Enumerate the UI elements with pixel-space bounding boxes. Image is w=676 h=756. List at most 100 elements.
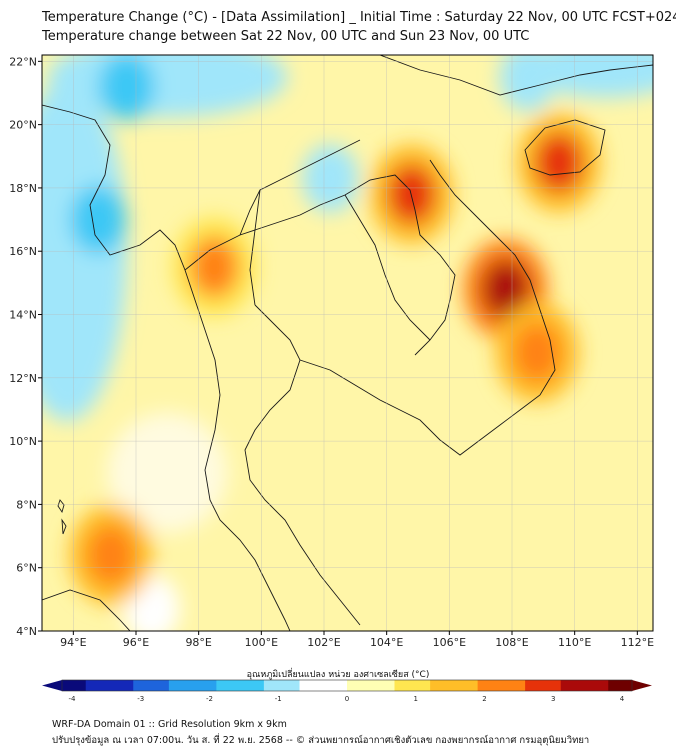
colorbar-segment	[513, 680, 526, 691]
colorbar-segment	[430, 680, 443, 691]
lat-tick-label: 20°N	[9, 119, 37, 132]
colorbar-segment	[299, 680, 312, 691]
lat-tick-label: 6°N	[16, 562, 37, 575]
colorbar-segment	[394, 680, 407, 691]
lat-tick-label: 12°N	[9, 372, 37, 385]
hotspot-southern-vietnam	[513, 322, 562, 383]
colorbar-segment	[204, 680, 217, 691]
colorbar-segment	[145, 680, 158, 691]
lon-tick-label: 112°E	[621, 636, 654, 649]
lat-tick-label: 16°N	[9, 245, 37, 258]
colorbar-segment	[584, 680, 597, 691]
colorbar-segment	[252, 680, 265, 691]
colorbar-label: อุณหภูมิเปลี่ยนแปลง หน่วย องศาเซลเซียส (…	[246, 670, 430, 680]
colorbar-segment	[537, 680, 550, 691]
colorbar-segment	[525, 680, 538, 691]
colorbar-tick-label: -3	[137, 695, 144, 703]
temperature-field	[42, 55, 653, 631]
hotspot-andaman-sea-west	[86, 525, 135, 586]
colorbar-segment	[275, 680, 289, 691]
map-title: Temperature Change (°C) - [Data Assimila…	[42, 10, 676, 25]
colorbar-segment	[620, 680, 633, 691]
hotspot-myanmar-east	[190, 237, 239, 298]
lat-tick-label: 22°N	[9, 55, 37, 68]
colorbar-segment	[263, 680, 277, 691]
colorbar-tick-label: 1	[414, 695, 418, 703]
colorbar-max-arrow	[632, 680, 652, 691]
colorbar-tick-label: 3	[551, 695, 555, 703]
colorbar-segment	[180, 680, 194, 691]
colorbar-segment	[608, 680, 621, 691]
colorbar-segment	[73, 680, 87, 691]
colorbar-segment	[442, 680, 455, 691]
latitude-axis: 4°N 6°N 8°N 10°N 12°N 14°N 16°N 18°N 20°N 22°N	[9, 55, 42, 638]
lon-tick-label: 98°E	[185, 636, 211, 649]
colorbar-segment	[382, 680, 395, 691]
lon-tick-label: 108°E	[495, 636, 528, 649]
colorbar-segment	[133, 680, 146, 691]
colorbar-segment	[572, 680, 585, 691]
coldspot-bay-of-bengal-north	[70, 185, 127, 254]
colorbar-segment	[311, 680, 324, 691]
lat-tick-label: 10°N	[9, 435, 37, 448]
cool-band-north	[47, 55, 288, 118]
colorbar-segment	[406, 680, 419, 691]
coldspot-myanmar-north	[98, 55, 155, 121]
lon-tick-label: 110°E	[558, 636, 591, 649]
cool-band-northeast	[526, 55, 653, 98]
hotspot-central-vietnam-highlands	[481, 259, 530, 320]
colorbar-tick-label: 4	[620, 695, 625, 703]
lat-tick-label: 4°N	[16, 625, 37, 638]
colorbar-segment	[228, 680, 241, 691]
colorbar-segment	[596, 680, 609, 691]
footer-credit: ปรับปรุงข้อมูล ณ เวลา 07:00น. วัน ส. ที่…	[52, 735, 590, 746]
colorbar-segment	[157, 680, 170, 691]
colorbar-segment	[358, 680, 372, 691]
colorbar-segment	[335, 680, 348, 691]
lon-tick-label: 104°E	[370, 636, 403, 649]
colorbar-segment	[453, 680, 467, 691]
pale-band-sea	[107, 412, 228, 533]
colorbar-tick-label: 0	[345, 695, 349, 703]
colorbar-segment	[347, 680, 360, 691]
lat-tick-label: 8°N	[16, 498, 37, 511]
hotspot-northeast-thailand-laos	[387, 164, 436, 225]
colorbar-segment	[97, 680, 110, 691]
lon-tick-label: 96°E	[123, 636, 149, 649]
map-subtitle: Temperature change between Sat 22 Nov, 0…	[42, 29, 530, 44]
colorbar-segment	[560, 680, 574, 691]
colorbar-frame	[61, 679, 633, 692]
colorbar-tick-label: -2	[206, 695, 213, 703]
longitude-axis: 94°E 96°E 98°E 100°E 102°E 104°E 106°E 108°E 110…	[60, 631, 654, 649]
lon-tick-label: 106°E	[433, 636, 466, 649]
colorbar-min-arrow	[42, 680, 62, 691]
lon-tick-label: 102°E	[307, 636, 340, 649]
colorbar-segment	[240, 680, 253, 691]
lat-tick-label: 14°N	[9, 309, 37, 322]
colorbar-segment	[465, 680, 479, 691]
colorbar-segment	[62, 680, 75, 691]
colorbar-segment	[121, 680, 134, 691]
lon-tick-label: 94°E	[60, 636, 86, 649]
colorbar-segment	[418, 680, 431, 691]
colorbar-segment	[85, 680, 99, 691]
colorbar-segment	[109, 680, 122, 691]
lat-lon-grid	[42, 55, 653, 631]
colorbar-tick-label: -4	[69, 695, 77, 703]
lon-tick-label: 100°E	[245, 636, 278, 649]
colorbar-segment	[216, 680, 229, 691]
colorbar-segment	[548, 680, 562, 691]
colorbar-segment	[501, 680, 514, 691]
colorbar-segment	[489, 680, 502, 691]
colorbar-segment	[323, 680, 336, 691]
colorbar-segment	[477, 680, 490, 691]
colorbar-segment	[287, 680, 300, 691]
colorbar-segment	[370, 680, 384, 691]
colorbar-segment	[168, 680, 182, 691]
colorbar-segment	[192, 680, 205, 691]
colorbar-tick-label: -1	[275, 695, 282, 703]
colorbar: -4 -3 -2 -1 0 1 2 3 4	[42, 679, 652, 703]
colorbar-tick-label: 2	[482, 695, 486, 703]
hotspot-hainan	[535, 132, 583, 193]
map-frame	[41, 54, 654, 632]
